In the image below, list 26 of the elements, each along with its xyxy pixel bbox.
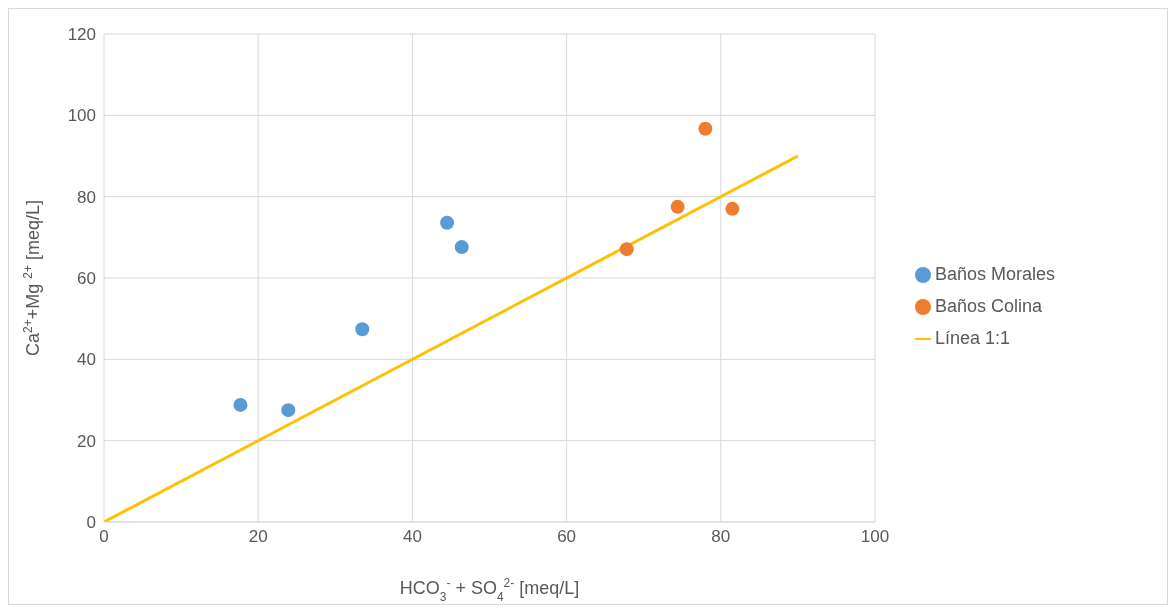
point [440, 215, 455, 230]
x-tick-label: 40 [402, 527, 422, 547]
legend-label: Baños Colina [935, 295, 1043, 316]
point [233, 397, 248, 412]
point [725, 201, 740, 216]
x-axis-title: HCO$_{3}$$^{-}$ + SO$_{4}$$^{2-}$ [meq/L] [399, 576, 580, 604]
y-tick-label: 60 [77, 269, 96, 289]
point [281, 403, 296, 418]
point [355, 322, 370, 337]
point [454, 240, 469, 255]
y-tick-label: 120 [67, 25, 96, 45]
x-tick-label: 60 [557, 527, 577, 547]
x-tick-label: 80 [711, 527, 731, 547]
y-tick-label: 40 [77, 350, 96, 370]
y-tick-label: 100 [67, 106, 96, 126]
x-tick-label: 0 [99, 527, 109, 547]
point [670, 199, 685, 214]
y-tick-label: 80 [77, 187, 96, 207]
y-tick-label: 0 [86, 513, 96, 533]
x-tick-label: 20 [248, 527, 268, 547]
x-tick-label: 100 [860, 527, 890, 547]
point [698, 121, 713, 136]
y-tick-label: 20 [77, 431, 96, 451]
point [619, 242, 634, 257]
legend-label: Línea 1:1 [935, 327, 1011, 348]
legend-label: Baños Morales [935, 263, 1056, 284]
